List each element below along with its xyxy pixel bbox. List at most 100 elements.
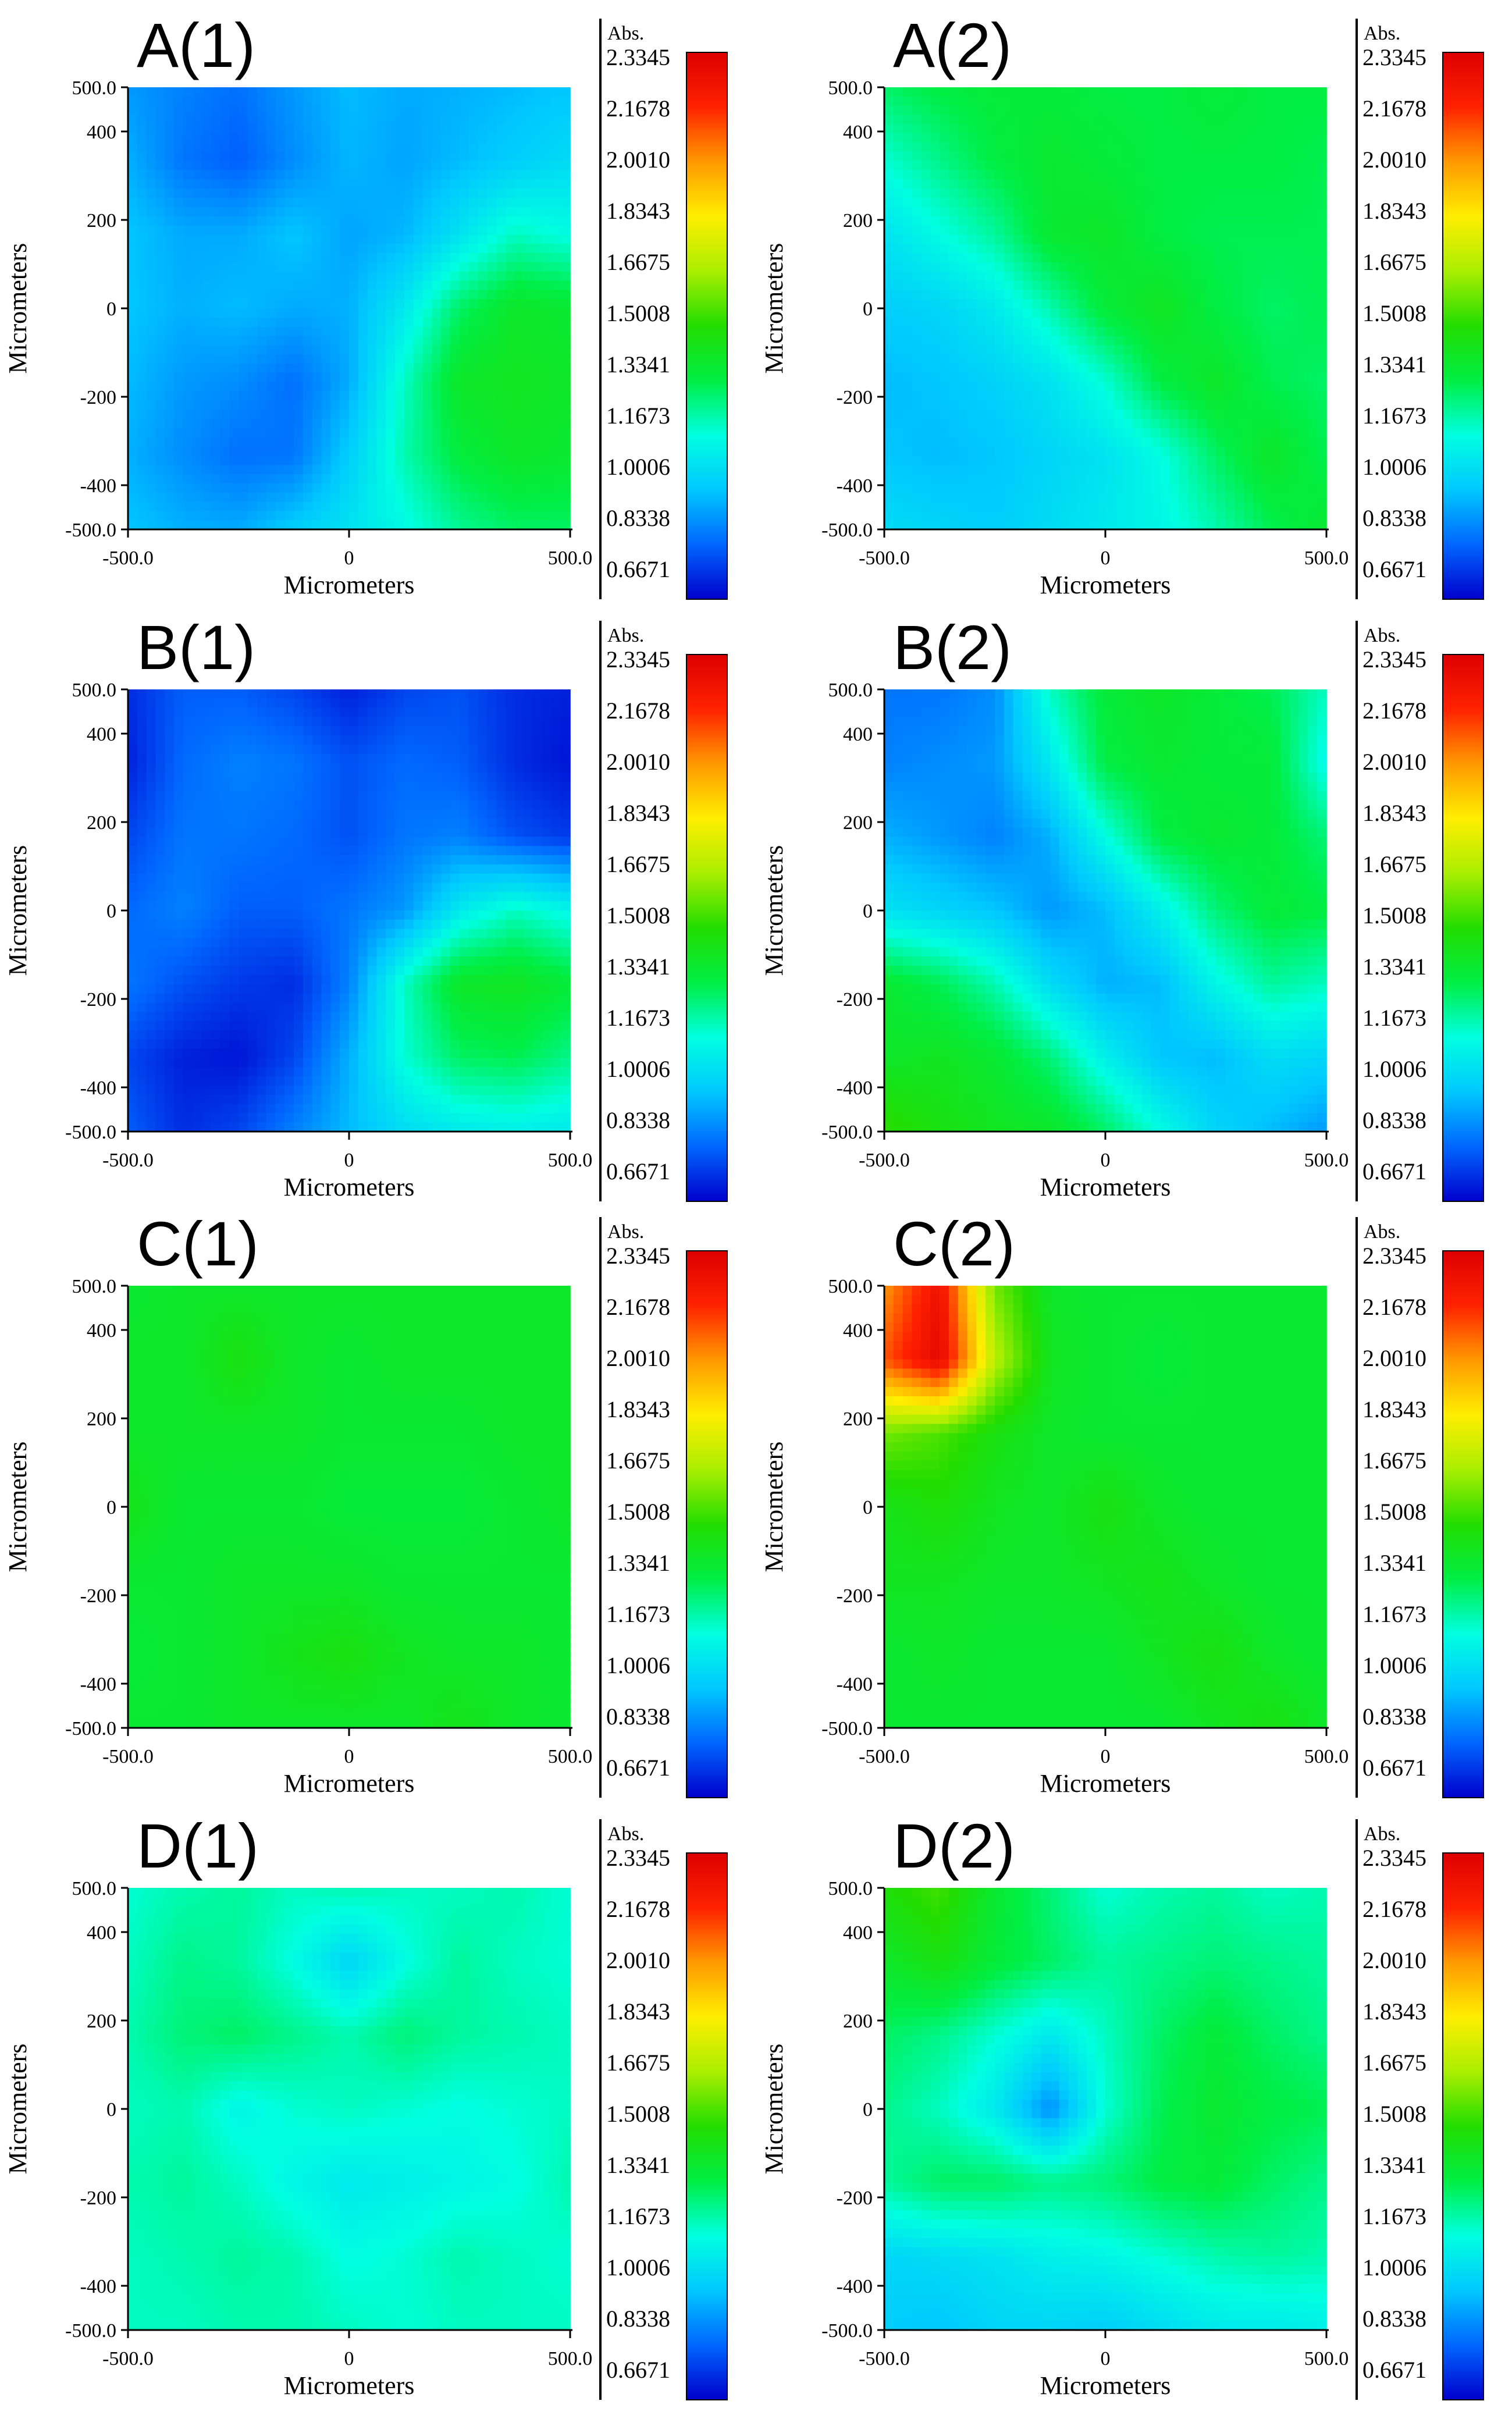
heatmap-cell — [239, 198, 248, 208]
heatmap-cell — [155, 124, 166, 134]
heatmap-cell — [460, 474, 469, 484]
heatmap-cell — [1077, 354, 1088, 364]
heatmap-cell — [137, 354, 147, 364]
heatmap-cell — [137, 207, 147, 217]
heatmap-cell — [128, 308, 138, 318]
heatmap-cell — [450, 391, 460, 401]
heatmap-cell — [561, 474, 571, 484]
heatmap-cell — [1225, 474, 1235, 484]
heatmap-cell — [515, 437, 525, 447]
heatmap-cell — [1114, 143, 1125, 152]
heatmap-cell — [367, 456, 378, 465]
heatmap-cell — [1013, 428, 1023, 438]
heatmap-cell — [995, 354, 1005, 364]
heatmap-cell — [1298, 336, 1309, 346]
heatmap-cell — [1077, 170, 1088, 180]
heatmap-cell — [229, 698, 239, 709]
panel-title: A(2) — [893, 10, 1012, 80]
heatmap-cell — [376, 143, 387, 152]
heatmap-cell — [524, 151, 534, 162]
heatmap-cell — [958, 474, 968, 484]
heatmap-cell — [376, 216, 387, 226]
heatmap-cell — [183, 446, 193, 457]
heatmap-cell — [1207, 198, 1216, 208]
heatmap-cell — [496, 717, 506, 727]
heatmap-cell — [183, 745, 193, 755]
heatmap-cell — [174, 216, 184, 226]
heatmap-cell — [958, 465, 968, 475]
heatmap-cell — [1050, 105, 1060, 116]
heatmap-cell — [1041, 483, 1051, 493]
colorbar — [1442, 52, 1484, 600]
heatmap-cell — [1179, 364, 1189, 373]
heatmap-cell — [220, 225, 230, 236]
heatmap-cell — [460, 345, 469, 355]
heatmap-cell — [220, 707, 230, 718]
heatmap-cell — [1004, 299, 1014, 309]
heatmap-cell — [930, 511, 940, 521]
heatmap-cell — [1096, 308, 1106, 318]
heatmap-cell — [137, 290, 147, 300]
heatmap-cell — [128, 151, 138, 162]
heatmap-cell — [450, 290, 460, 300]
heatmap-cell — [1050, 179, 1060, 189]
heatmap-cell — [229, 179, 239, 189]
heatmap-cell — [1123, 280, 1134, 291]
heatmap-cell — [1031, 280, 1041, 291]
heatmap-cell — [1216, 437, 1226, 447]
heatmap-cell — [146, 465, 156, 475]
heatmap-cell — [155, 317, 166, 328]
heatmap-cell — [1262, 511, 1272, 521]
heatmap-cell — [201, 170, 212, 180]
heatmap-cell — [1142, 382, 1152, 392]
heatmap-cell — [432, 115, 442, 125]
heatmap-cell — [137, 456, 147, 465]
heatmap-cell — [146, 280, 156, 291]
heatmap-cell — [229, 115, 239, 125]
heatmap-cell — [1197, 456, 1207, 465]
heatmap-cell — [155, 115, 166, 125]
heatmap-cell — [155, 391, 166, 401]
heatmap-cell — [192, 216, 202, 226]
heatmap-cell — [1169, 511, 1180, 521]
heatmap-cell — [266, 170, 276, 180]
heatmap-cell — [1151, 428, 1161, 438]
heatmap-cell — [1308, 501, 1318, 512]
heatmap-cell — [1243, 354, 1254, 364]
heatmap-cell — [239, 188, 248, 198]
heatmap-cell — [552, 280, 561, 291]
heatmap-cell — [358, 253, 368, 263]
heatmap-cell — [1207, 474, 1216, 484]
heatmap-cell — [1151, 437, 1161, 447]
heatmap-cell — [1169, 474, 1180, 484]
heatmap-cell — [211, 726, 221, 736]
heatmap-cell — [395, 483, 405, 493]
heatmap-cell — [1298, 492, 1309, 503]
heatmap-cell — [487, 271, 497, 282]
heatmap-cell — [1059, 133, 1069, 143]
heatmap-cell — [183, 354, 193, 364]
heatmap-cell — [893, 465, 903, 475]
heatmap-cell — [303, 161, 313, 171]
heatmap-cell — [948, 317, 959, 328]
heatmap-cell — [211, 446, 221, 457]
heatmap-cell — [321, 717, 332, 727]
heatmap-cell — [367, 299, 378, 309]
heatmap-cell — [395, 115, 405, 125]
heatmap-cell — [930, 446, 940, 457]
heatmap-cell — [552, 207, 561, 217]
heatmap-cell — [1096, 244, 1106, 254]
heatmap-cell — [432, 419, 442, 429]
y-tick-label: -500.0 — [821, 520, 873, 541]
heatmap-cell — [958, 382, 968, 392]
heatmap-cell — [1317, 501, 1327, 512]
heatmap-cell — [1077, 96, 1088, 106]
heatmap-cell — [155, 188, 166, 198]
heatmap-cell — [967, 520, 977, 530]
heatmap-cell — [1289, 290, 1300, 300]
heatmap-cell — [165, 188, 175, 198]
heatmap-cell — [1280, 501, 1290, 512]
heatmap-cell — [940, 382, 949, 392]
heatmap-cell — [294, 161, 304, 171]
heatmap-cell — [312, 419, 322, 429]
